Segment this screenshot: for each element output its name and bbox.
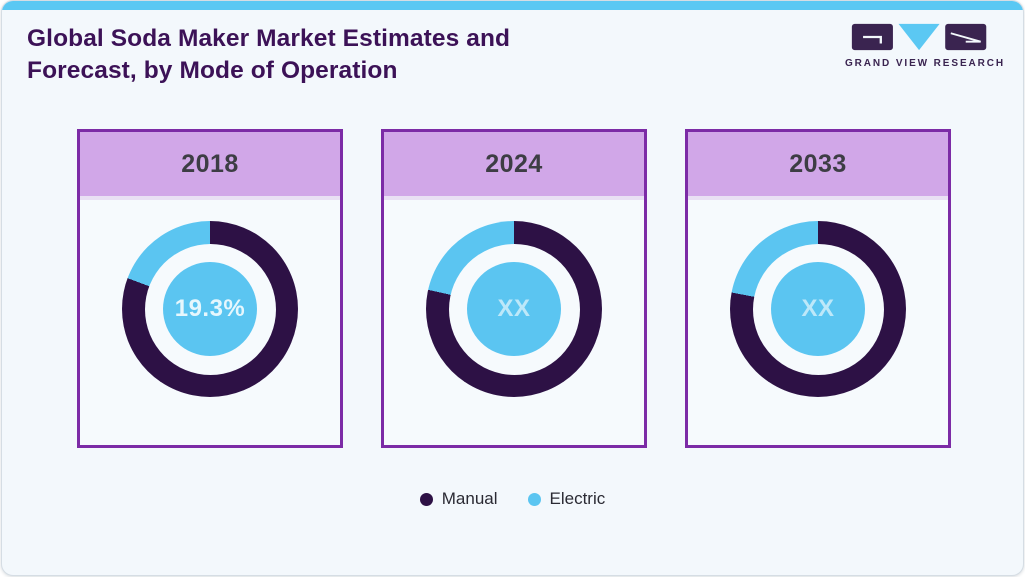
year-cards-row: 2018 19.3% 2024 — [77, 129, 951, 448]
donut-center-label: XX — [497, 295, 531, 322]
donut-chart-2024: XX — [426, 221, 602, 397]
donut-gap-ring: XX — [752, 243, 884, 375]
year-label: 2033 — [789, 149, 847, 178]
year-card-2024: 2024 XX — [381, 129, 647, 448]
year-label: 2024 — [485, 149, 543, 178]
card-header-2033: 2033 — [688, 132, 948, 200]
legend-label-manual: Manual — [441, 489, 498, 508]
card-header-2024: 2024 — [384, 132, 644, 200]
year-label: 2018 — [181, 149, 239, 178]
page-title-line1: Global Soda Maker Market Estimates and — [27, 25, 511, 52]
top-accent-bar — [2, 1, 1023, 10]
grand-view-research-logo: GRAND VIEW RESEARCH — [845, 21, 1005, 69]
donut-center-circle: XX — [771, 262, 865, 356]
donut-chart-2018: 19.3% — [122, 221, 298, 397]
year-card-2018: 2018 19.3% — [77, 129, 343, 448]
legend-item-manual: Manual — [419, 489, 498, 509]
donut-gap-ring: 19.3% — [144, 243, 276, 375]
donut-chart-2033: XX — [730, 221, 906, 397]
legend-label-electric: Electric — [549, 489, 606, 508]
donut-center-circle: 19.3% — [163, 262, 257, 356]
gvr-logo-icon — [851, 23, 987, 51]
legend: Manual Electric — [2, 489, 1023, 509]
donut-center-circle: XX — [467, 262, 561, 356]
manual-legend-dot-icon — [419, 492, 433, 506]
card-header-2018: 2018 — [80, 132, 340, 200]
logo-wordmark: GRAND VIEW RESEARCH — [845, 58, 1005, 69]
page-title-line2: Forecast, by Mode of Operation — [27, 57, 398, 84]
year-card-2033: 2033 XX — [685, 129, 951, 448]
legend-item-electric: Electric — [527, 489, 606, 509]
electric-legend-dot-icon — [527, 492, 541, 506]
logo-v-triangle — [898, 23, 940, 51]
donut-gap-ring: XX — [448, 243, 580, 375]
donut-center-label: 19.3% — [174, 295, 246, 322]
page-title: Global Soda Maker Market Estimates and F… — [27, 23, 612, 87]
donut-center-label: XX — [801, 295, 835, 322]
